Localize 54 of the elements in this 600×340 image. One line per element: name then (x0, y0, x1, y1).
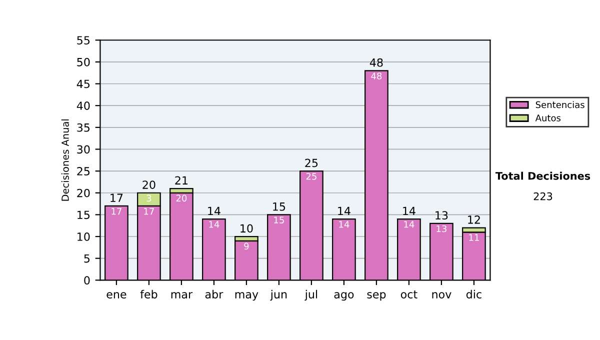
data-label: 20 (176, 194, 187, 202)
y-tick-label: 25 (77, 167, 90, 176)
y-tick-label: 15 (78, 210, 90, 220)
total-label: 13 (436, 211, 448, 220)
total-label: 48 (370, 58, 383, 67)
x-tick-label: dic (466, 290, 482, 298)
y-tick-label: 30 (77, 145, 90, 154)
total-label: 14 (208, 206, 220, 215)
total-label: 15 (273, 202, 286, 211)
total-label: 10 (240, 224, 253, 233)
total-label: 25 (305, 158, 318, 168)
data-label: 11 (469, 234, 479, 241)
total-label: 14 (338, 206, 350, 215)
text: 223 (534, 192, 552, 200)
x-tick-label: ago (334, 292, 354, 301)
y-tick-label: 0 (84, 276, 90, 285)
data-label: 25 (306, 172, 316, 180)
y-tick-label: 10 (78, 232, 90, 241)
y-tick-label: 20 (77, 188, 90, 198)
x-tick-label: sep (367, 292, 386, 301)
x-tick-label: abr (205, 290, 224, 298)
y-tick-label: 55 (77, 36, 90, 44)
data-label: 13 (436, 225, 446, 232)
x-tick-label: feb (140, 290, 158, 298)
x-tick-label: jul (304, 290, 318, 301)
y-tick-label: 50 (77, 58, 90, 66)
y-axis-title: Decisiones Anual (61, 119, 69, 201)
data-label: 14 (404, 221, 414, 228)
data-label: 14 (209, 221, 220, 228)
y-tick-label: 45 (76, 80, 90, 88)
total-label: 12 (468, 215, 480, 224)
data-label: 15 (274, 216, 284, 224)
y-tick-label: 5 (84, 254, 90, 263)
data-label: 14 (339, 221, 350, 228)
data-label: 48 (371, 72, 382, 80)
x-tick-label: nov (432, 292, 452, 298)
x-tick-label: mar (171, 292, 193, 298)
y-tick-label: 40 (76, 102, 90, 110)
data-label: 17 (144, 208, 154, 215)
data-label: 3 (146, 194, 152, 202)
total-label: 21 (175, 176, 188, 184)
x-tick-label: oct (400, 290, 418, 298)
legend-label: Autos (535, 114, 561, 122)
data-label: 9 (244, 242, 249, 250)
legend-label: Sentencias (536, 101, 584, 108)
total-label: 14 (403, 206, 416, 215)
x-tick-label: ene (106, 292, 126, 298)
data-label: 17 (112, 208, 122, 215)
y-tick-label: 35 (77, 123, 90, 132)
total-label: 17 (110, 194, 123, 202)
x-tick-label: may (235, 292, 258, 301)
text: Total Decisiones (495, 172, 590, 180)
x-tick-label: jun (270, 290, 287, 301)
total-label: 20 (142, 180, 156, 189)
